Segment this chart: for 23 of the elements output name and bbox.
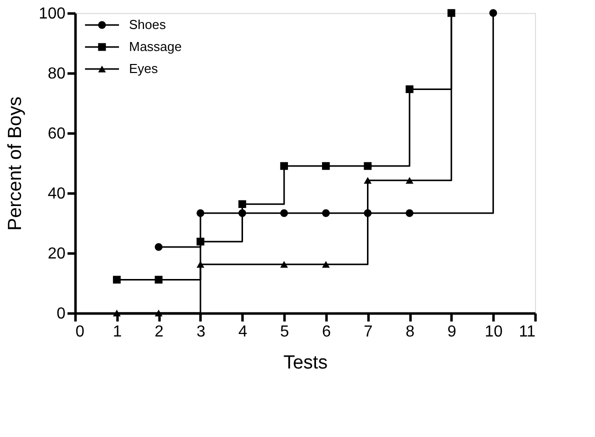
- legend-label: Shoes: [129, 17, 166, 32]
- x-tick-label: 7: [364, 324, 373, 340]
- x-tick-label: 0: [76, 324, 84, 340]
- x-tick-label: 6: [322, 324, 331, 340]
- y-axis-title: Percent of Boys: [4, 96, 26, 231]
- x-tick-label: 11: [518, 324, 536, 340]
- y-tick-label: 80: [48, 66, 66, 82]
- y-tick-label: 0: [56, 306, 66, 322]
- legend-label: Eyes: [129, 61, 158, 76]
- x-tick-label: 9: [447, 324, 456, 340]
- x-tick-label: 1: [112, 324, 122, 340]
- y-tick-label: 60: [48, 126, 66, 142]
- x-tick-label: 5: [280, 324, 290, 340]
- x-axis-title: Tests: [283, 352, 328, 374]
- legend-label: Massage: [129, 39, 182, 54]
- x-tick-label: 8: [406, 324, 415, 340]
- x-tick-label: 3: [196, 324, 206, 340]
- y-tick-label: 20: [48, 246, 66, 262]
- y-tick-label: 100: [38, 6, 66, 22]
- y-tick-label: 40: [48, 186, 66, 202]
- x-tick-label: 10: [484, 324, 503, 340]
- x-tick-label: 2: [154, 324, 164, 340]
- x-tick-label: 4: [238, 324, 248, 340]
